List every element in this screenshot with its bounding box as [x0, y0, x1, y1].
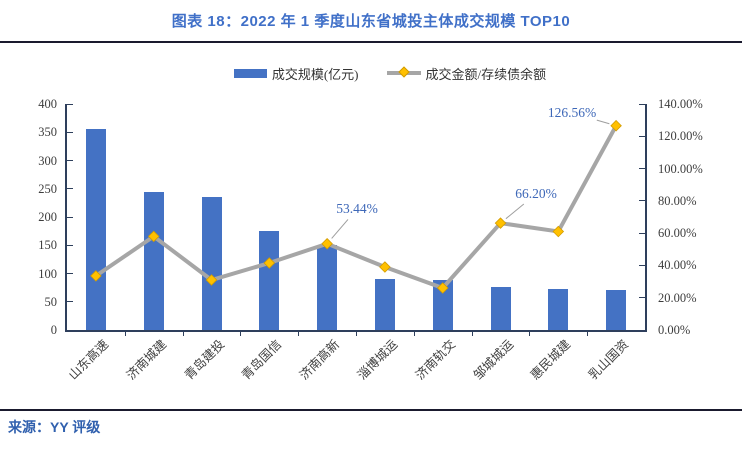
y-axis-left-tick [67, 131, 73, 133]
data-label-annotation: 53.44% [336, 201, 378, 216]
line-series-swatch [386, 66, 421, 78]
x-axis-category-label: 济南高新 [297, 337, 343, 383]
y-axis-left-tick-label: 350 [38, 125, 57, 140]
x-axis-tick [471, 332, 473, 336]
y-axis-right-tick [639, 168, 645, 170]
y-axis-right-tick-label: 120.00% [658, 129, 703, 144]
y-axis-right-tick [639, 200, 645, 202]
y-axis-left-tick-label: 200 [38, 210, 57, 224]
bar-10 [606, 289, 627, 330]
data-label-annotation: 126.56% [547, 105, 597, 120]
line-point-marker-8 [494, 217, 507, 229]
y-axis-right-tick [639, 264, 645, 266]
x-axis-tick [240, 332, 242, 336]
y-axis-right-tick [639, 297, 645, 299]
bar-1 [85, 129, 106, 330]
line-point-marker-6 [379, 261, 391, 273]
y-axis-left-tick [67, 329, 73, 331]
y-axis-left-tick [67, 301, 73, 303]
x-axis-category-label: 济南轨交 [412, 337, 458, 383]
y-axis-left-tick [67, 273, 73, 274]
y-axis-right-tick [639, 103, 645, 105]
line-point-marker-10 [610, 119, 622, 132]
legend-label-bar-series: 成交规模(亿元) [271, 66, 359, 82]
y-axis-left-tick-label: 300 [38, 153, 57, 168]
x-axis-tick [587, 332, 589, 336]
y-axis-left [65, 104, 67, 332]
legend-item-bar-series: 成交规模(亿元) [233, 64, 359, 83]
y-axis-left-tick-label: 400 [38, 97, 57, 111]
y-axis-left-tick [67, 103, 73, 105]
source-note: 来源：YY 评级 [8, 419, 101, 435]
y-axis-left-tick-label: 0 [50, 323, 57, 337]
bar-6 [374, 279, 395, 330]
y-axis-left-tick-label: 150 [38, 238, 57, 253]
bar-7 [432, 280, 453, 330]
bar-9 [548, 288, 569, 330]
y-axis-right-tick-label: 80.00% [658, 193, 697, 208]
title-divider [0, 41, 742, 43]
x-axis-category-label: 青岛国信 [239, 337, 285, 383]
data-label-annotation: 66.20% [515, 186, 557, 201]
bar-3 [201, 197, 222, 330]
bar-8 [490, 287, 511, 330]
y-axis-right-tick [639, 135, 645, 137]
y-axis-right-tick-label: 40.00% [658, 258, 697, 273]
bar-2 [143, 191, 164, 330]
annotation-leader-line [505, 203, 525, 220]
y-axis-left-tick [67, 160, 73, 161]
y-axis-left-tick-label: 250 [38, 181, 57, 196]
y-axis-right-tick [639, 329, 645, 331]
y-axis-left-tick-label: 50 [44, 294, 58, 309]
chart-title: 图表 18：2022 年 1 季度山东省城投主体成交规模 TOP10 [171, 13, 571, 30]
y-axis-right-tick-label: 0.00% [658, 323, 691, 337]
y-axis-left-tick-label: 100 [38, 266, 57, 281]
y-axis-left-tick [67, 216, 73, 218]
legend-item-line-series: 成交金额/存续债余额 [386, 64, 547, 83]
bar-4 [259, 230, 280, 330]
x-axis-category-label: 邹城城运 [470, 337, 516, 383]
diamond-marker-icon [397, 66, 410, 78]
x-axis-category-label: 济南城建 [123, 337, 169, 383]
legend-label-line-series: 成交金额/存续债余额 [425, 66, 547, 82]
bar-5 [317, 245, 338, 330]
x-axis-category-label: 青岛建投 [181, 337, 227, 383]
x-axis-category-label: 惠民城建 [528, 337, 574, 383]
x-axis-category-label: 淄博城运 [354, 337, 401, 383]
bar-series-swatch [233, 68, 267, 78]
x-axis-category-label: 山东高速 [65, 337, 112, 383]
chart-legend: 成交规模(亿元) 成交金额/存续债余额 [0, 63, 742, 83]
y-axis-left-tick [67, 188, 73, 190]
x-axis-tick [182, 332, 184, 336]
y-axis-right-tick-label: 140.00% [658, 97, 703, 111]
annotation-leader-line [331, 219, 349, 239]
y-axis-right-tick-label: 100.00% [658, 161, 703, 176]
x-axis-tick [124, 332, 126, 336]
y-axis-right-tick [639, 232, 645, 234]
x-axis [65, 330, 647, 332]
y-axis-left-tick [67, 244, 73, 246]
x-axis-category-label: 乳山国资 [586, 337, 632, 383]
line-point-marker-9 [552, 225, 565, 238]
x-axis-tick [356, 332, 357, 336]
y-axis-right-tick-label: 20.00% [658, 290, 697, 305]
y-axis-right-tick-label: 60.00% [658, 226, 697, 241]
x-axis-tick [529, 332, 531, 336]
footer-divider [0, 409, 742, 411]
x-axis-tick [413, 332, 415, 336]
y-axis-right [645, 104, 647, 332]
annotation-leader-line [596, 119, 610, 125]
x-axis-tick [298, 332, 300, 336]
